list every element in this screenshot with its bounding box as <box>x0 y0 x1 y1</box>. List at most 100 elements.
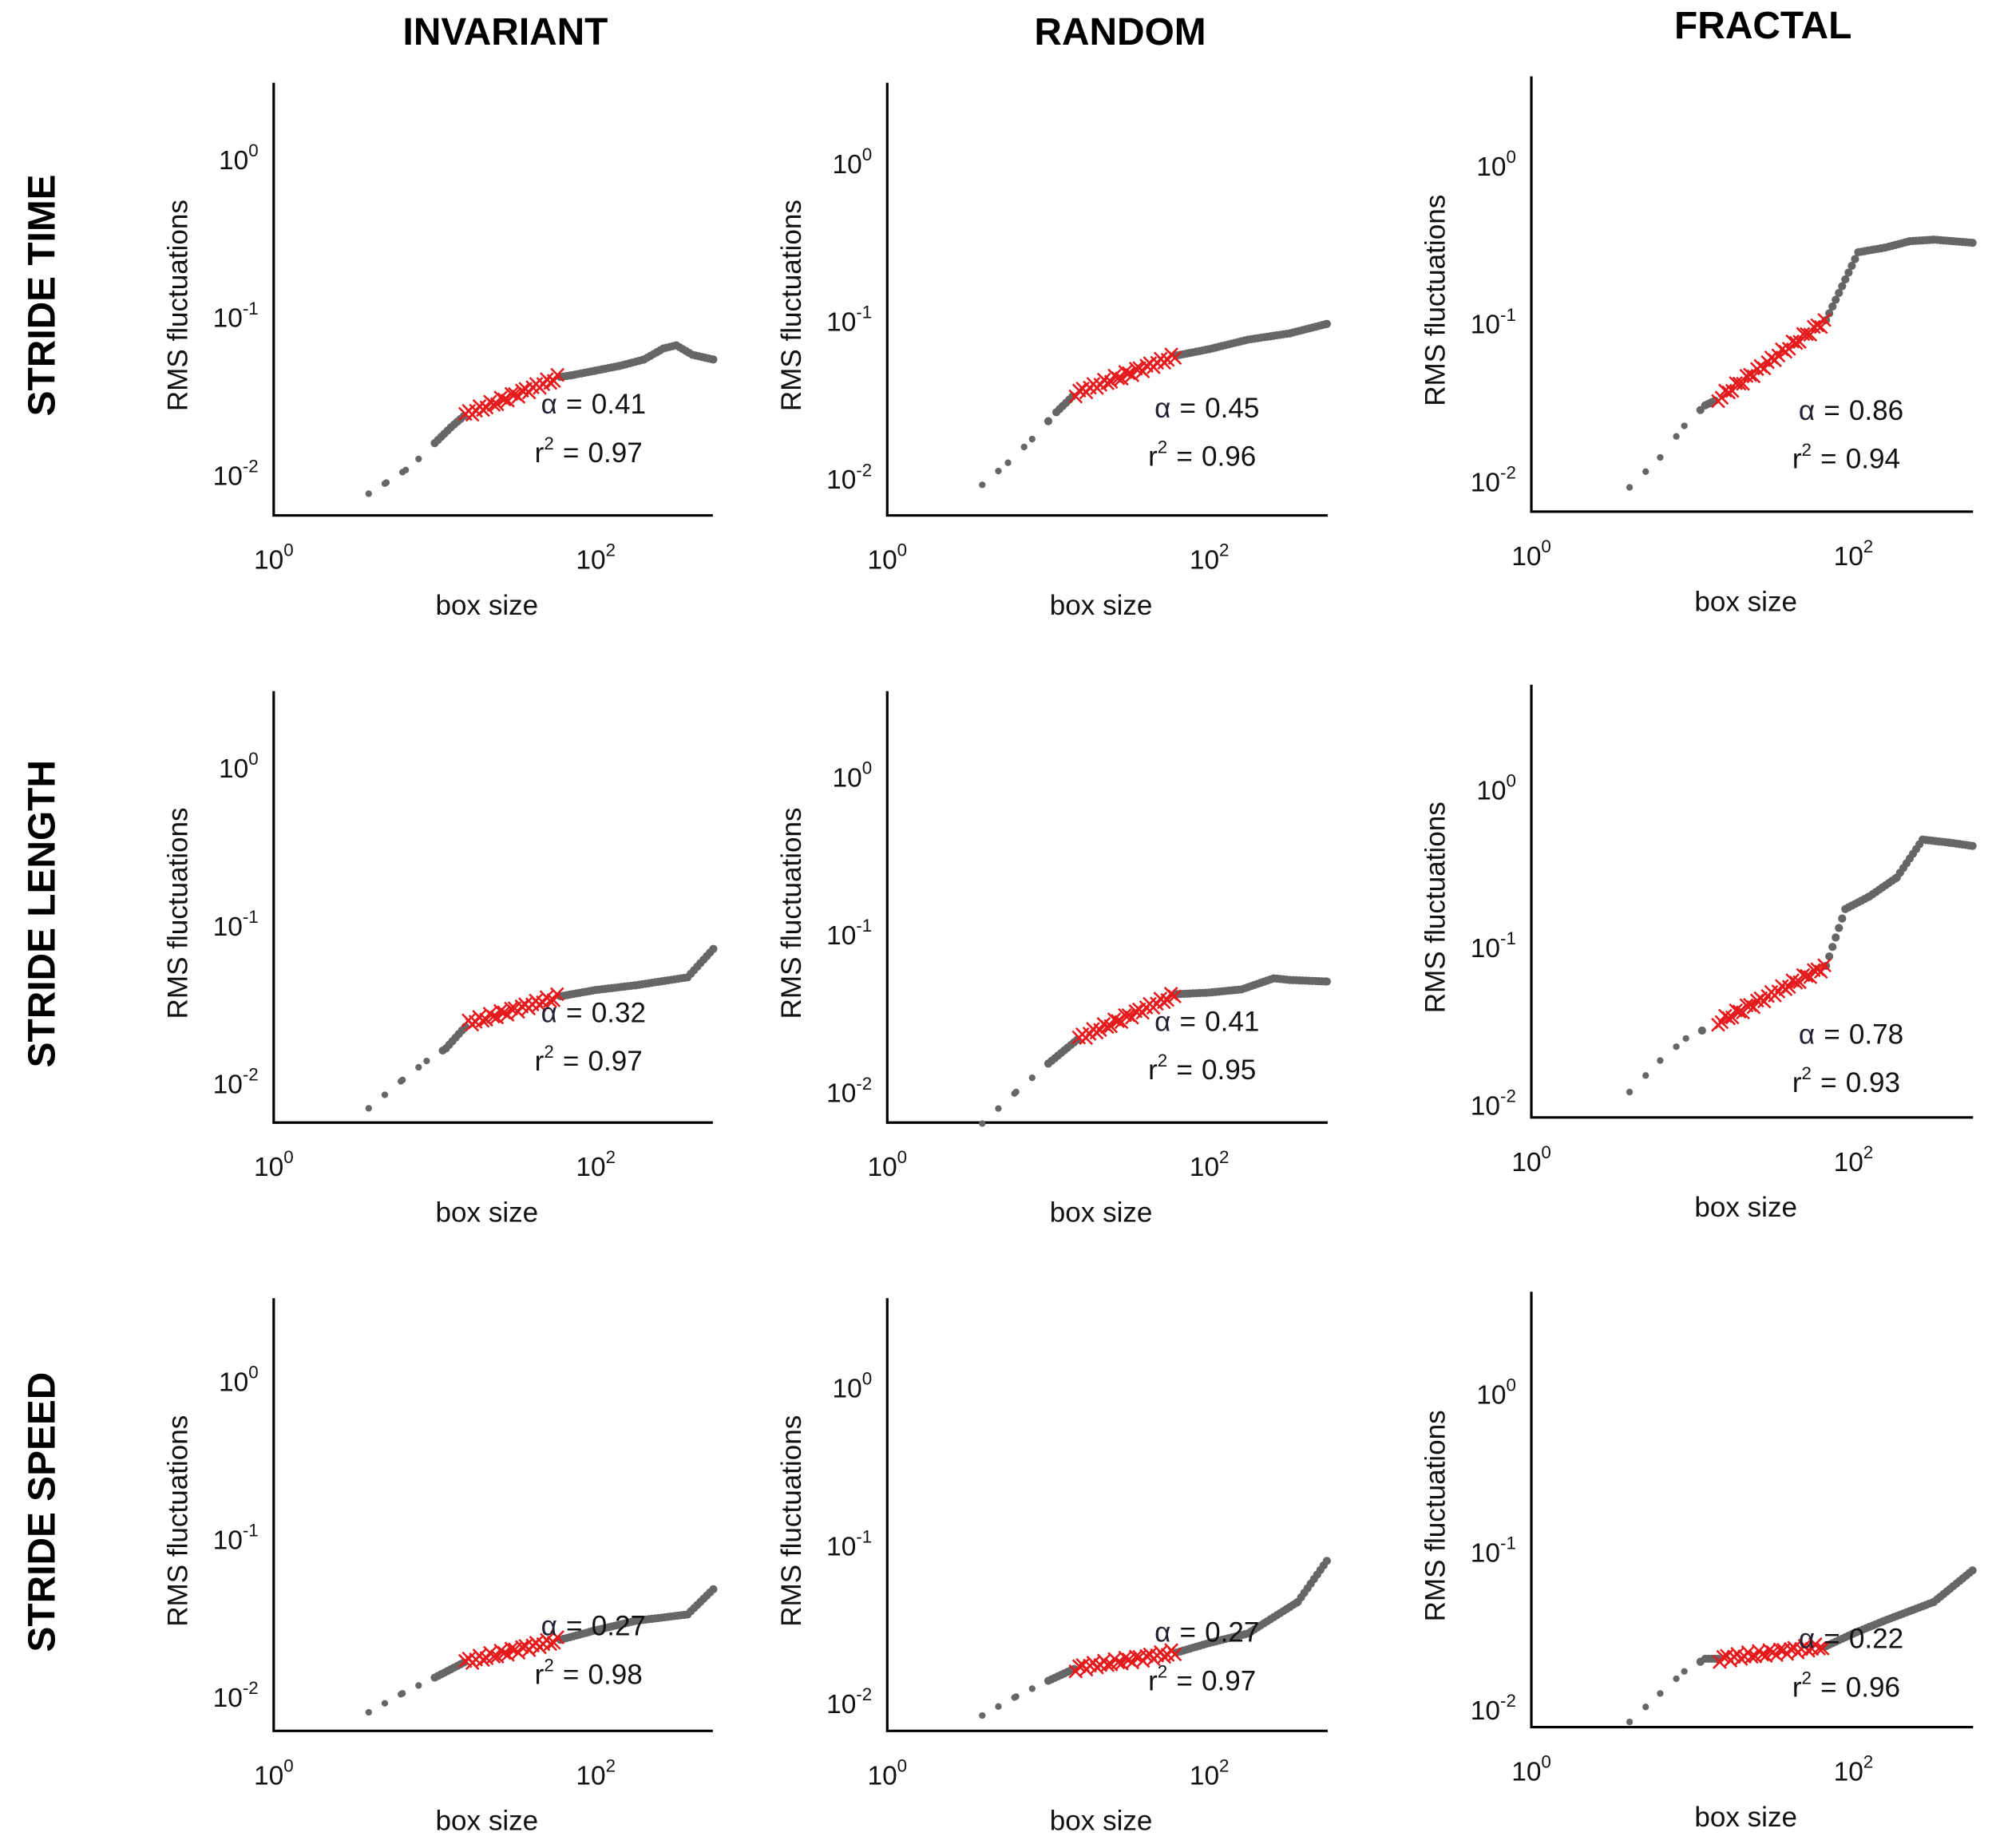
tick-base: 10 <box>576 1153 605 1182</box>
fit-marker <box>1139 1648 1154 1664</box>
data-point <box>399 1076 406 1083</box>
equals-sign: = <box>1820 444 1836 475</box>
tick-exponent: 0 <box>1506 1375 1515 1395</box>
x-axis-label: box size <box>1050 590 1153 621</box>
data-point <box>1626 1718 1634 1726</box>
tick-exponent: -1 <box>243 299 259 319</box>
x-tick-label: 100 <box>1511 1142 1551 1177</box>
fit-marker <box>1115 371 1129 386</box>
axes <box>272 691 713 1124</box>
tick-base: 10 <box>867 1761 897 1791</box>
x-tick-label: 102 <box>1190 1755 1230 1791</box>
fit-marker <box>1810 318 1825 333</box>
equals-sign: = <box>563 437 579 469</box>
r-squared-number: 0.96 <box>1846 1672 1900 1703</box>
tick-base: 10 <box>213 1525 243 1555</box>
alpha-symbol: α <box>541 389 557 420</box>
r-exponent: 2 <box>1158 437 1167 457</box>
x-axis-label: box size <box>1694 1192 1797 1223</box>
r-squared-number: 0.95 <box>1202 1055 1256 1086</box>
tick-exponent: 2 <box>606 1755 616 1775</box>
tick-exponent: 0 <box>283 540 293 560</box>
tick-base: 10 <box>867 546 897 576</box>
fit-marker <box>504 1001 518 1016</box>
y-tick-label: 10-2 <box>1471 1691 1516 1726</box>
alpha-number: 0.32 <box>592 997 646 1028</box>
tick-exponent: 0 <box>248 140 258 160</box>
data-point <box>995 1105 1002 1112</box>
x-tick-label: 100 <box>254 540 294 576</box>
r-squared-number: 0.96 <box>1202 441 1256 473</box>
y-axis-label: RMS fluctuations <box>162 200 193 411</box>
data-point <box>1657 1057 1664 1064</box>
equals-sign: = <box>1820 1067 1836 1098</box>
r-exponent: 2 <box>544 1042 553 1062</box>
fit-marker <box>497 392 512 407</box>
fit-marker <box>1714 390 1729 406</box>
fit-marker <box>1817 958 1832 973</box>
x-tick-label: 102 <box>1190 540 1230 576</box>
tick-base: 10 <box>254 546 283 576</box>
alpha-number: 0.27 <box>592 1611 646 1642</box>
data-point <box>979 481 986 489</box>
tick-exponent: -2 <box>243 457 259 477</box>
tick-exponent: 0 <box>897 540 907 560</box>
tick-exponent: -1 <box>856 916 872 936</box>
x-tick-label: 100 <box>867 1755 907 1791</box>
x-tick-label: 102 <box>576 1147 616 1182</box>
tick-base: 10 <box>1834 1757 1863 1787</box>
r-symbol: r <box>1148 1665 1158 1696</box>
r-exponent: 2 <box>1158 1661 1167 1681</box>
data-point <box>995 1703 1002 1710</box>
fit-marker <box>1167 350 1182 366</box>
data-point <box>1642 1704 1649 1711</box>
data-point <box>1682 1035 1689 1043</box>
tick-exponent: 0 <box>862 1369 872 1389</box>
data-point <box>1044 417 1053 425</box>
r-exponent: 2 <box>544 433 553 453</box>
data-point <box>365 490 372 497</box>
data-point <box>1968 239 1977 247</box>
data-point <box>1968 1566 1977 1575</box>
x-tick-label: 100 <box>867 1147 907 1182</box>
r-squared-value: r2 = 0.96 <box>1148 437 1256 473</box>
x-axis-label: box size <box>436 1197 539 1229</box>
alpha-value: α = 0.78 <box>1799 1019 1903 1050</box>
axes <box>1530 1292 1974 1729</box>
y-axis-label: RMS fluctuations <box>162 807 193 1019</box>
tick-base: 10 <box>576 546 605 576</box>
tick-base: 10 <box>826 921 856 951</box>
fit-marker <box>1803 327 1818 342</box>
r-squared-number: 0.97 <box>588 437 643 469</box>
equals-sign: = <box>566 997 582 1028</box>
r-exponent: 2 <box>1802 440 1812 460</box>
row-title-stride-length: STRIDE LENGTH <box>22 760 64 1067</box>
fit-marker <box>550 1630 565 1644</box>
tick-exponent: -2 <box>1500 1086 1516 1106</box>
fit-marker <box>1071 1659 1087 1674</box>
y-axis-label: RMS fluctuations <box>1420 1410 1451 1621</box>
tick-exponent: 0 <box>283 1147 293 1167</box>
tick-base: 10 <box>826 465 856 495</box>
r-squared-number: 0.94 <box>1846 444 1900 475</box>
tick-exponent: 0 <box>1506 770 1515 790</box>
fit-marker <box>1736 376 1750 391</box>
x-tick-label: 100 <box>254 1755 294 1791</box>
tick-base: 10 <box>826 1690 856 1719</box>
y-tick-label: 10-2 <box>826 1684 872 1719</box>
y-tick-label: 10-1 <box>1471 928 1516 964</box>
alpha-symbol: α <box>1799 1019 1815 1050</box>
y-axis-label: RMS fluctuations <box>162 1415 193 1627</box>
y-axis-label: RMS fluctuations <box>776 807 807 1019</box>
y-tick-label: 100 <box>219 1363 259 1398</box>
tick-base: 10 <box>213 304 243 334</box>
tick-base: 10 <box>1471 1538 1500 1568</box>
data-point <box>381 1700 389 1707</box>
tick-exponent: -1 <box>1500 1533 1516 1553</box>
fit-marker <box>1716 1649 1731 1664</box>
alpha-value: α = 0.27 <box>541 1611 646 1642</box>
